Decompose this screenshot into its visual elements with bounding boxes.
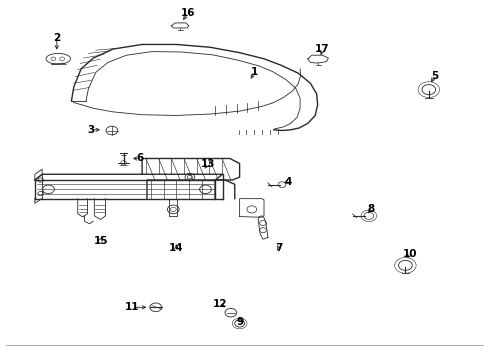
Text: 14: 14 [168, 243, 183, 253]
Text: 3: 3 [87, 125, 94, 135]
Text: 17: 17 [315, 44, 329, 54]
Text: 12: 12 [212, 299, 227, 309]
Text: 15: 15 [93, 236, 108, 246]
Text: 6: 6 [136, 153, 143, 163]
Text: 9: 9 [236, 317, 243, 327]
Text: 2: 2 [53, 33, 61, 43]
Text: 4: 4 [284, 177, 291, 187]
Text: 8: 8 [367, 204, 374, 214]
Text: 16: 16 [181, 8, 195, 18]
Text: 7: 7 [274, 243, 282, 253]
Text: 5: 5 [430, 71, 437, 81]
Text: 13: 13 [200, 159, 215, 169]
Text: 10: 10 [402, 248, 417, 258]
Text: 1: 1 [250, 67, 257, 77]
Text: 11: 11 [125, 302, 139, 312]
